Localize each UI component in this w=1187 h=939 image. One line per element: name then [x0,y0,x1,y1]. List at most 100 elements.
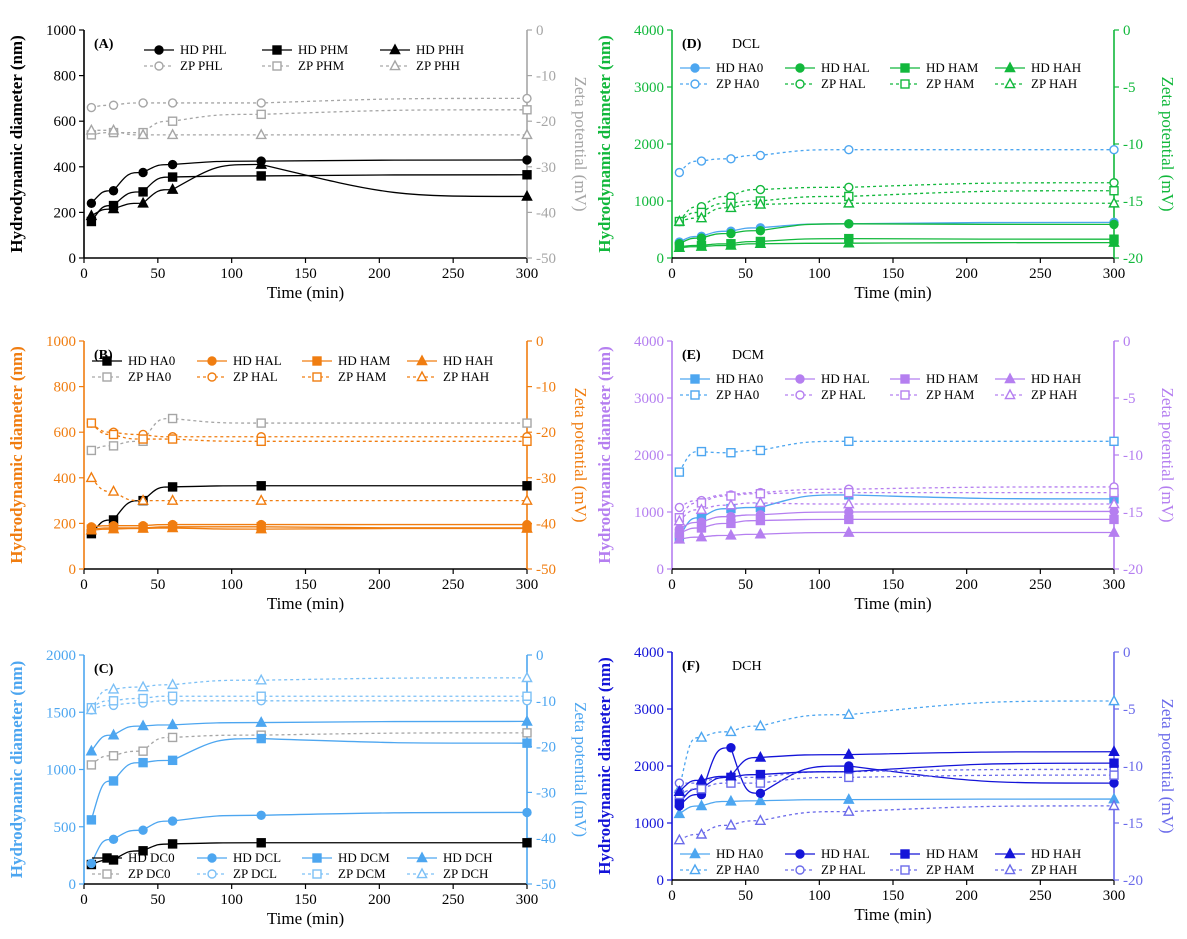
legend-marker [102,356,112,366]
data-point [522,807,532,818]
data-point [167,482,178,492]
y2-axis-title: Zeta potential (mV) [571,702,590,837]
legend-label: HD HAH [1031,371,1081,386]
data-point [86,198,97,208]
legend-marker [102,372,112,382]
data-point [522,728,532,738]
data-point [255,673,267,685]
x-tick-label: 0 [668,266,676,282]
data-point [725,238,737,250]
x-tick-label: 0 [80,266,88,282]
x-tick-label: 50 [150,266,165,282]
series-line [91,163,528,217]
series-zp-ha0 [86,413,532,456]
data-point [138,693,148,704]
legend-label: HD PHH [416,42,464,57]
series-line [90,720,528,752]
series-line [90,422,527,442]
data-point [86,418,97,428]
x-tick-label: 200 [955,266,978,282]
legend-label: ZP HAL [821,76,866,91]
data-point [167,755,178,766]
x-tick-label: 100 [220,266,243,282]
data-point [138,434,148,444]
legend-label: ZP PHL [180,58,223,73]
y2-tick-label: 0 [536,334,544,350]
y-tick-label: 2000 [634,137,664,153]
y-tick-label: 1500 [46,705,76,721]
series-line [90,485,527,535]
data-point [138,187,148,197]
data-point [1109,778,1119,788]
series-zp-ham [674,487,1119,523]
data-point [86,760,97,770]
x-tick-label: 50 [150,892,165,908]
data-point [695,731,708,742]
legend-label: ZP DCM [338,866,386,881]
data-point [86,858,97,869]
legend-label: HD HAH [1031,60,1081,75]
data-point [1109,514,1119,525]
y2-tick-label: -20 [536,425,556,441]
data-point [138,167,148,178]
data-point [755,445,766,456]
series-line [91,527,528,531]
data-point [843,526,855,537]
y-tick-label: 2000 [46,648,76,664]
y-tick-label: 200 [54,205,77,221]
x-tick-label: 0 [80,892,88,908]
data-point [725,725,737,737]
legend-label: HD HAM [926,846,979,861]
panel-title: DCM [732,348,764,363]
data-point [107,728,120,740]
legend-label: ZP DCL [233,866,277,881]
legend-label: HD DCM [338,850,390,865]
y2-axis-title: Zeta potential (mV) [571,387,590,522]
x-tick-label: 150 [882,888,905,904]
x-tick-label: 250 [1029,577,1052,593]
data-point [843,196,855,208]
data-point [725,498,737,510]
y2-tick-label: -5 [1123,702,1136,718]
series-line [678,182,1115,222]
data-point [755,769,766,780]
data-point [137,196,149,208]
data-point [521,521,533,533]
series-line [678,747,1115,807]
legend-label: HD HAH [1031,846,1081,861]
series-hd-hah [85,521,533,535]
y-tick-label: 0 [657,873,665,889]
legend-marker [312,869,322,879]
series-line [679,768,1115,784]
data-point [755,515,766,526]
data-point [167,98,178,108]
legend-label: ZP HAL [821,387,866,402]
y-axis-title: Hydrodynamic diameter (nm) [7,346,26,564]
data-point [108,429,119,440]
y2-tick-label: 0 [1123,645,1131,661]
x-tick-label: 150 [294,577,317,593]
data-point [256,171,266,181]
series-zp-hah [85,471,533,505]
data-point [674,798,685,808]
data-point [843,805,855,816]
series-zp-hal [86,418,532,442]
data-point [695,827,708,839]
y2-axis-title: Zeta potential (mV) [1158,698,1177,833]
legend-marker [389,43,401,55]
series-hd-phm [86,170,532,227]
legend-marker [416,370,428,382]
data-point [138,846,148,856]
legend-marker [312,356,322,366]
y-tick-label: 1000 [634,505,664,521]
data-point [673,807,686,819]
panel-f: 0 50 100 150 200 250 300 Time (min) 0 1000 2000 300… [595,645,1177,924]
panel-label: (E) [682,348,701,363]
legend-marker [1004,77,1016,89]
legend-label: HD HA0 [716,846,763,861]
legend-marker [1004,863,1016,875]
x-tick-label: 300 [1103,888,1126,904]
series-zp-ha0 [674,144,1119,178]
